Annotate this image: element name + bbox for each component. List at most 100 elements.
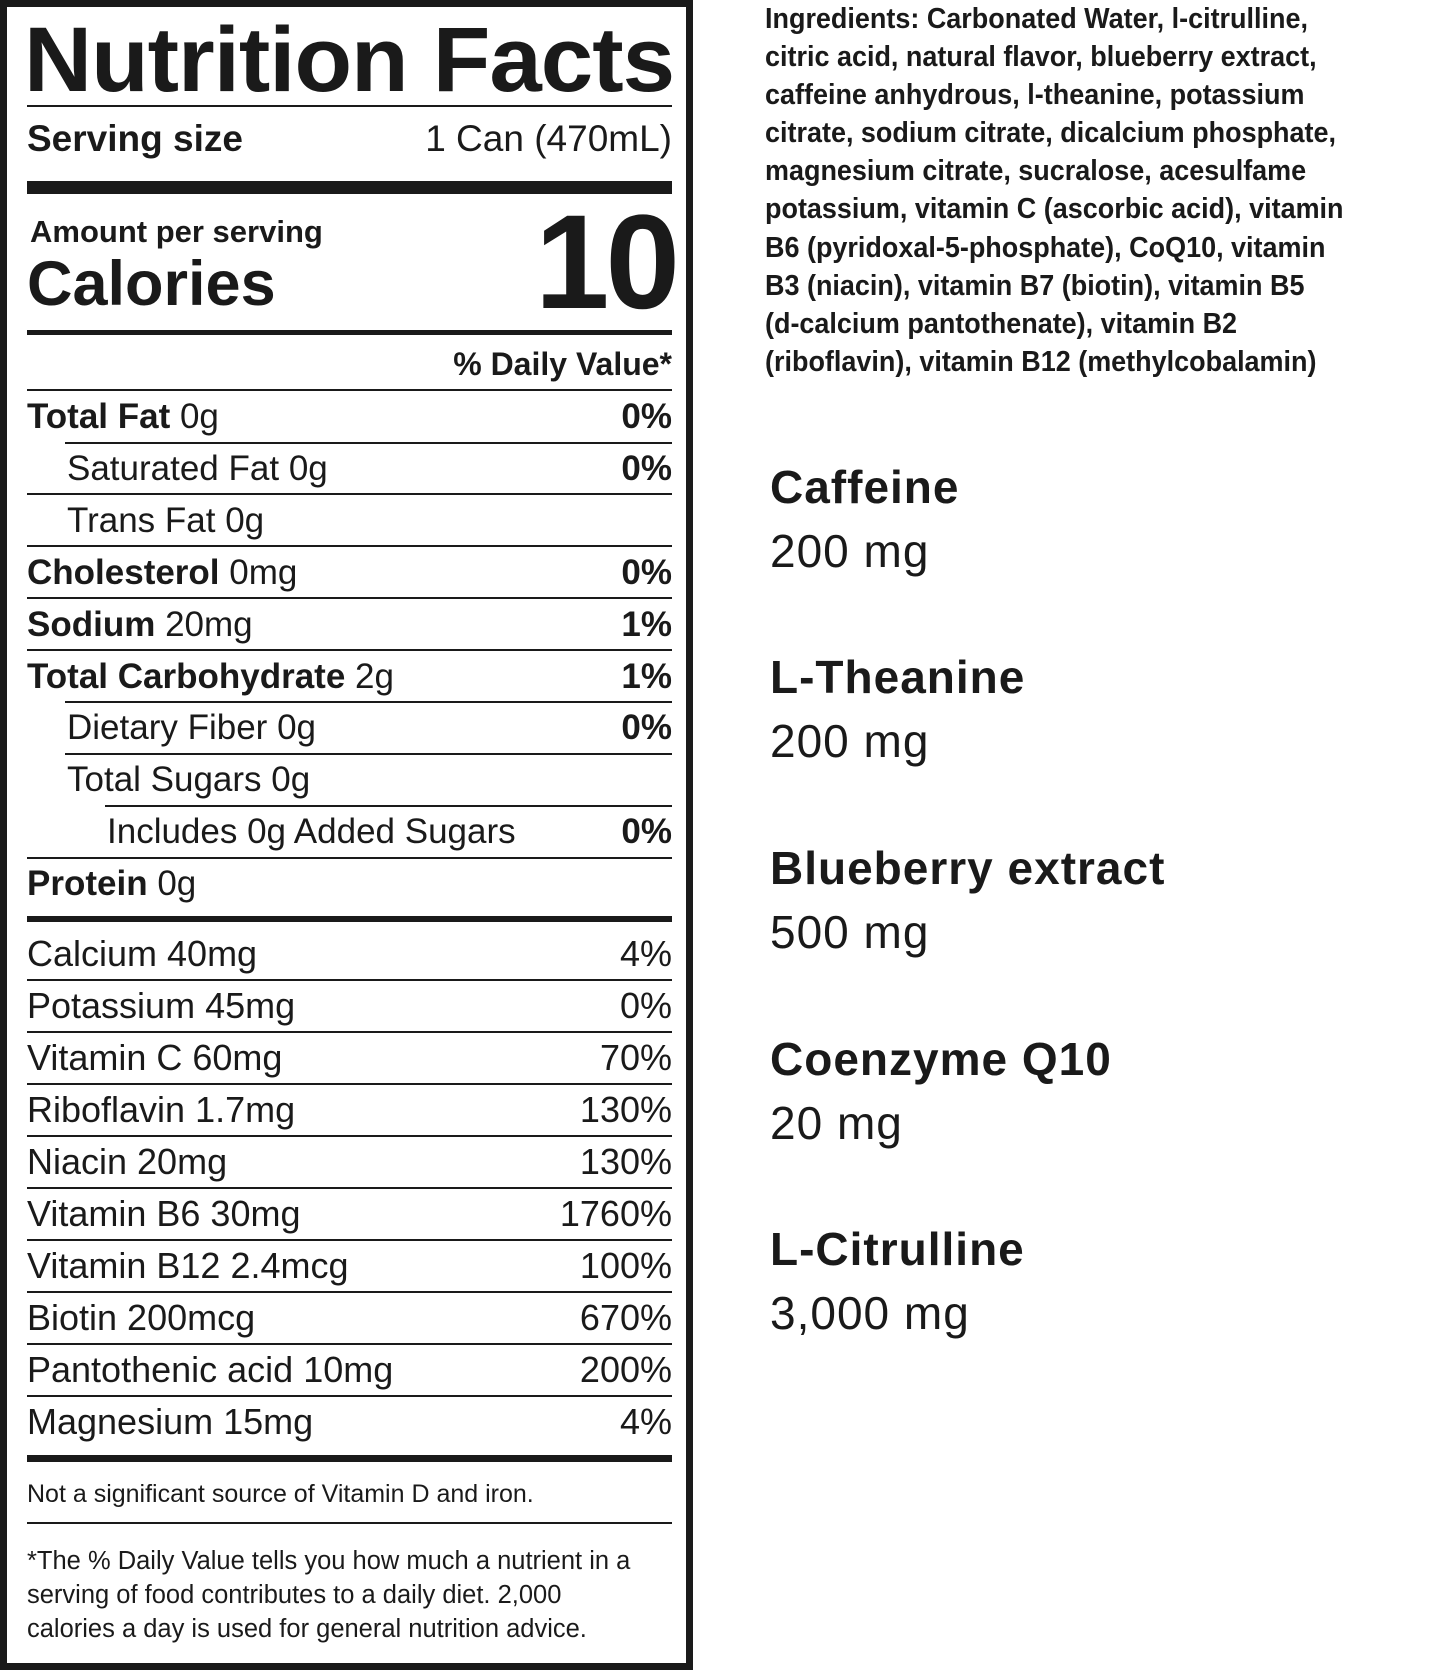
nutrient-name: Total Sugars 0g — [27, 760, 310, 800]
active-name: L-Citrulline — [770, 1223, 1025, 1275]
ingredients-line: potassium, vitamin C (ascorbic acid), vi… — [765, 193, 1344, 226]
vitamin-name: Niacin 20mg — [27, 1141, 228, 1182]
nutrient-amount: 0g — [277, 708, 316, 748]
nutrient-daily-value: 0% — [621, 448, 672, 488]
active-ingredient: Caffeine 200 mg — [770, 455, 959, 583]
nutrient-daily-value: 1% — [621, 604, 672, 644]
vitamin-row: Pantothenic acid 10mg 200% — [27, 1344, 672, 1396]
nutrient-amount: 0mg — [229, 552, 298, 592]
nutrient-daily-value: 0% — [621, 552, 672, 592]
row-divider — [27, 1291, 672, 1293]
row-divider — [27, 1031, 672, 1033]
serving-size-label: Serving size — [27, 118, 243, 159]
nutrient-label: Includes 0g Added Sugars — [107, 812, 516, 852]
nutrient-row: Saturated Fat 0g 0% — [27, 443, 672, 495]
nutrient-label: Total Sugars — [67, 760, 262, 800]
row-divider — [27, 1239, 672, 1241]
vitamin-daily-value: 70% — [599, 1037, 672, 1078]
nutrient-name: Sodium 20mg — [27, 605, 253, 645]
vitamin-daily-value: 200% — [579, 1349, 672, 1390]
serving-size-row: Serving size 1 Can (470mL) — [27, 113, 672, 165]
active-ingredient: Blueberry extract 500 mg — [770, 836, 1165, 964]
row-divider — [27, 1343, 672, 1345]
amount-per-serving: Amount per serving — [30, 214, 323, 249]
row-divider — [27, 1135, 672, 1137]
active-name: Coenzyme Q10 — [770, 1033, 1112, 1085]
title-text: Nutrition Facts — [24, 9, 675, 111]
thick-divider — [27, 1455, 672, 1462]
vitamin-name: Biotin 200mcg — [27, 1297, 256, 1338]
active-amount: 500 mg — [770, 906, 930, 958]
vitamin-daily-value: 4% — [619, 1401, 672, 1442]
ingredients-line: citric acid, natural flavor, blueberry e… — [765, 41, 1317, 74]
daily-value-header: % Daily Value* — [453, 346, 672, 382]
row-divider — [27, 597, 672, 600]
nutrient-label: Protein — [27, 864, 148, 904]
nutrient-amount: 0g — [225, 500, 265, 540]
nutrient-row: Includes 0g Added Sugars 0% — [27, 806, 672, 858]
footnote-daily-value: *The % Daily Value tells you how much a … — [27, 1544, 677, 1646]
row-divider — [27, 979, 672, 981]
ingredients-list: Ingredients: Carbonated Water, l-citrull… — [765, 0, 1387, 381]
nutrient-label: Sodium — [27, 604, 156, 644]
row-divider — [27, 649, 672, 652]
footnote-line: *The % Daily Value tells you how much a … — [27, 1547, 631, 1575]
serving-size-value: 1 Can (470mL) — [425, 118, 672, 159]
vitamin-daily-value: 130% — [579, 1089, 672, 1130]
nutrient-daily-value: 1% — [621, 656, 672, 696]
nutrient-row: Total Sugars 0g — [27, 754, 672, 806]
vitamin-row: Niacin 20mg 130% — [27, 1136, 672, 1188]
row-divider — [27, 1083, 672, 1085]
vitamin-daily-value: 0% — [619, 985, 672, 1026]
row-divider — [27, 1395, 672, 1397]
divider — [27, 105, 672, 107]
ingredients-line: (d-calcium pantothenate), vitamin B2 — [765, 307, 1238, 340]
vitamin-name: Magnesium 15mg — [27, 1401, 314, 1442]
vitamin-daily-value: 4% — [619, 933, 672, 974]
divider — [27, 389, 672, 391]
ingredients-line: Ingredients: Carbonated Water, l-citrull… — [765, 3, 1308, 35]
nutrient-amount: 20mg — [165, 604, 253, 644]
active-amount: 3,000 mg — [770, 1287, 970, 1339]
vitamin-name: Riboflavin 1.7mg — [27, 1089, 296, 1130]
active-name: Blueberry extract — [770, 842, 1166, 894]
row-divider — [105, 804, 672, 807]
nutrition-facts-title: Nutrition Facts — [24, 12, 675, 108]
nutrient-label: Total Carbohydrate — [27, 656, 346, 696]
nutrient-label: Trans Fat — [67, 500, 216, 540]
active-name: L-Theanine — [770, 651, 1026, 703]
footnote-not-significant: Not a significant source of Vitamin D an… — [27, 1480, 534, 1508]
thick-divider — [27, 916, 672, 922]
vitamin-row: Biotin 200mcg 670% — [27, 1292, 672, 1344]
nutrient-label: Dietary Fiber — [67, 708, 268, 748]
nutrient-amount: 0g — [271, 760, 311, 800]
nutrient-row: Cholesterol 0mg 0% — [27, 547, 672, 599]
nutrient-amount: 2g — [355, 656, 394, 696]
row-divider — [65, 701, 672, 703]
nutrient-label: Cholesterol — [27, 552, 220, 592]
ingredients-line: B3 (niacin), vitamin B7 (biotin), vitami… — [765, 269, 1305, 302]
divider — [27, 1522, 672, 1524]
nutrient-amount: 0g — [157, 864, 197, 904]
nutrient-row: Total Fat 0g 0% — [27, 391, 672, 443]
vitamin-name: Potassium 45mg — [27, 985, 296, 1026]
vitamin-row: Vitamin B12 2.4mcg 100% — [27, 1240, 672, 1292]
nutrient-name: Total Carbohydrate 2g — [27, 657, 394, 697]
nutrient-amount: 0g — [179, 397, 219, 436]
nutrient-row: Total Carbohydrate 2g 1% — [27, 651, 672, 703]
nutrient-name: Dietary Fiber 0g — [27, 708, 316, 748]
nutrient-name: Includes 0g Added Sugars — [27, 812, 516, 852]
nutrient-label: Saturated Fat — [67, 448, 280, 488]
vitamin-row: Potassium 45mg 0% — [27, 980, 672, 1032]
row-divider — [27, 493, 672, 496]
row-divider — [65, 441, 672, 444]
active-ingredient: Coenzyme Q10 20 mg — [770, 1027, 1112, 1155]
vitamin-daily-value: 1760% — [559, 1193, 672, 1234]
ingredients-line: citrate, sodium citrate, dicalcium phosp… — [765, 117, 1337, 150]
ingredients-line: (riboflavin), vitamin B12 (methylcobalam… — [765, 345, 1317, 378]
medium-divider — [27, 330, 672, 335]
row-divider — [27, 1187, 672, 1189]
row-divider — [65, 752, 672, 755]
nutrient-name: Protein 0g — [27, 864, 196, 904]
nutrient-row: Dietary Fiber 0g 0% — [27, 702, 672, 754]
